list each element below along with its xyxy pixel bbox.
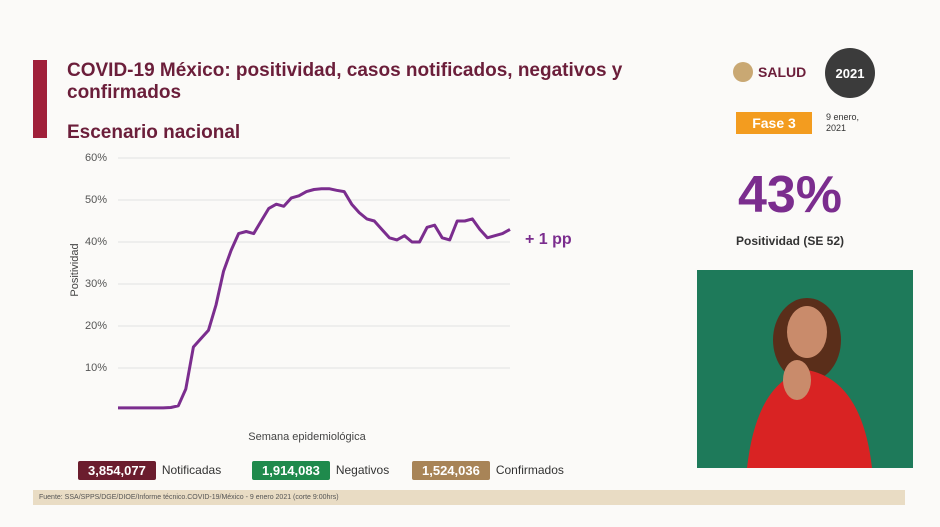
stat-label: Notificadas (161, 463, 222, 477)
stat: 3,854,077 Notificadas (78, 460, 221, 480)
y-tick-label: 40% (85, 236, 107, 248)
annotation: + 1 pp (525, 231, 572, 248)
x-axis-label: Semana epidemiológica (248, 431, 366, 443)
phase-badge: Fase 3 (736, 112, 812, 134)
stat-value: 1,524,036 (412, 460, 490, 480)
stat-label: Negativos (335, 463, 390, 477)
positivity-label: Positividad (SE 52) (735, 234, 845, 248)
accent-bar (33, 60, 47, 138)
y-axis-label: Positividad (69, 243, 81, 296)
date: 9 enero, 2021 (826, 112, 860, 133)
y-tick-label: 10% (85, 362, 107, 374)
y-tick-label: 50% (85, 194, 107, 206)
y-tick-label: 20% (85, 320, 107, 332)
year-badge: 2021 (825, 48, 875, 98)
stat-value: 3,854,077 (78, 460, 156, 480)
stat: 1,524,036 Confirmados (412, 460, 564, 480)
stat-value: 1,914,083 (252, 460, 330, 480)
footer: Fuente: SSA/SPPS/DGE/DIOE/Informe técnic… (33, 490, 905, 505)
line (118, 187, 511, 410)
y-tick-label: 30% (85, 278, 107, 290)
subtitle: Escenario nacional (67, 122, 241, 143)
positivity-value: 43% (737, 166, 843, 224)
logo-text: SALUD (758, 64, 807, 80)
title: COVID-19 México: positividad, casos noti… (67, 60, 623, 103)
interpreter-video (697, 270, 913, 468)
logo-emblem (733, 62, 753, 82)
y-tick-label: 60% (85, 152, 107, 164)
stat: 1,914,083 Negativos (252, 460, 389, 480)
stat-label: Confirmados (495, 463, 564, 477)
